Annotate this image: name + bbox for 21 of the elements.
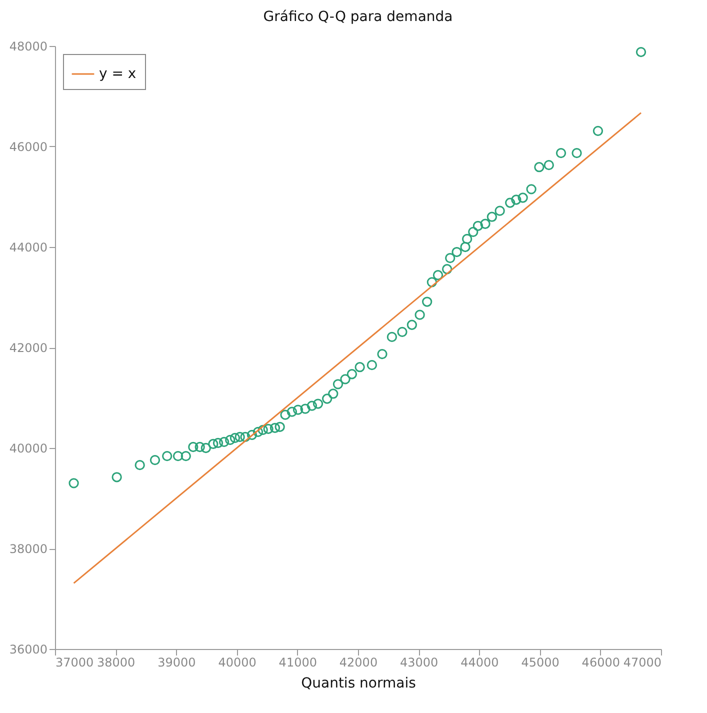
x-axis-title: Quantis normais — [301, 676, 416, 692]
x-tick-label: 47000 — [623, 656, 662, 670]
legend-label: y = x — [99, 66, 136, 82]
y-tick-label: 36000 — [9, 642, 48, 656]
x-tick-label: 42000 — [339, 656, 378, 670]
x-tick-label: 41000 — [278, 656, 317, 670]
x-tick-label: 37000 — [56, 656, 94, 670]
y-tick-label: 46000 — [9, 140, 48, 154]
x-tick-label: 40000 — [218, 656, 256, 670]
x-tick-label: 44000 — [460, 656, 499, 670]
y-tick-label: 38000 — [9, 542, 48, 556]
x-tick-label: 45000 — [521, 656, 560, 670]
y-tick-label: 44000 — [9, 240, 48, 254]
x-tick-label: 43000 — [400, 656, 438, 670]
y-tick-label: 40000 — [9, 442, 48, 456]
y-tick-label: 42000 — [9, 341, 48, 355]
x-tick-label: 38000 — [97, 656, 136, 670]
x-tick-label: 46000 — [582, 656, 620, 670]
chart-title: Gráfico Q-Q para demanda — [263, 9, 453, 25]
y-tick-label: 48000 — [9, 40, 48, 54]
x-tick-label: 39000 — [158, 656, 196, 670]
